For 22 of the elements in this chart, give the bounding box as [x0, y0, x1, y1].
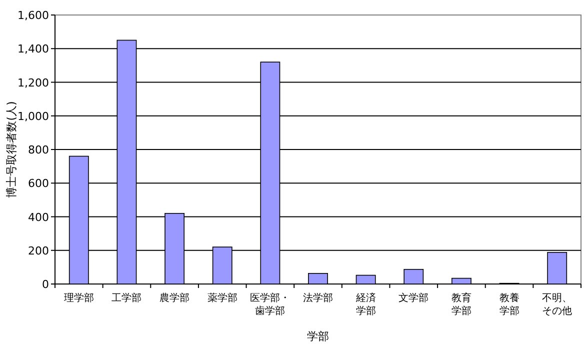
y-axis-title: 博士号取得者数(人)	[5, 101, 18, 198]
x-tick-label: 経済 学部	[354, 292, 376, 317]
y-tick-label: 1,600	[18, 9, 49, 22]
y-tick-label: 1,400	[18, 42, 49, 56]
y-tick-label: 800	[28, 144, 49, 156]
x-tick-label: 理学部	[64, 292, 94, 304]
x-tick-label: 教養学部	[499, 292, 520, 317]
y-tick-label: 1,000	[18, 110, 49, 123]
y-tick-label: 200	[28, 244, 49, 258]
x-tick-label: 法学部	[303, 292, 333, 304]
x-tick-label: 農学部	[160, 292, 190, 304]
x-axis-title: 学部	[307, 330, 329, 343]
x-tick-label: 不明、その他	[542, 293, 572, 317]
y-tick-label: 0	[42, 278, 49, 291]
x-tick-label: 薬学部	[207, 292, 238, 304]
x-tick-label: 文学部	[398, 292, 429, 304]
x-tick-label: 工学部	[112, 292, 142, 304]
y-tick-label: 400	[28, 210, 49, 224]
y-tick-label: 600	[28, 177, 49, 190]
x-tick-label: 教育学部	[451, 292, 472, 317]
x-tick-label: 医学部・歯学部	[250, 292, 290, 317]
y-tick-label: 1,200	[18, 76, 49, 90]
